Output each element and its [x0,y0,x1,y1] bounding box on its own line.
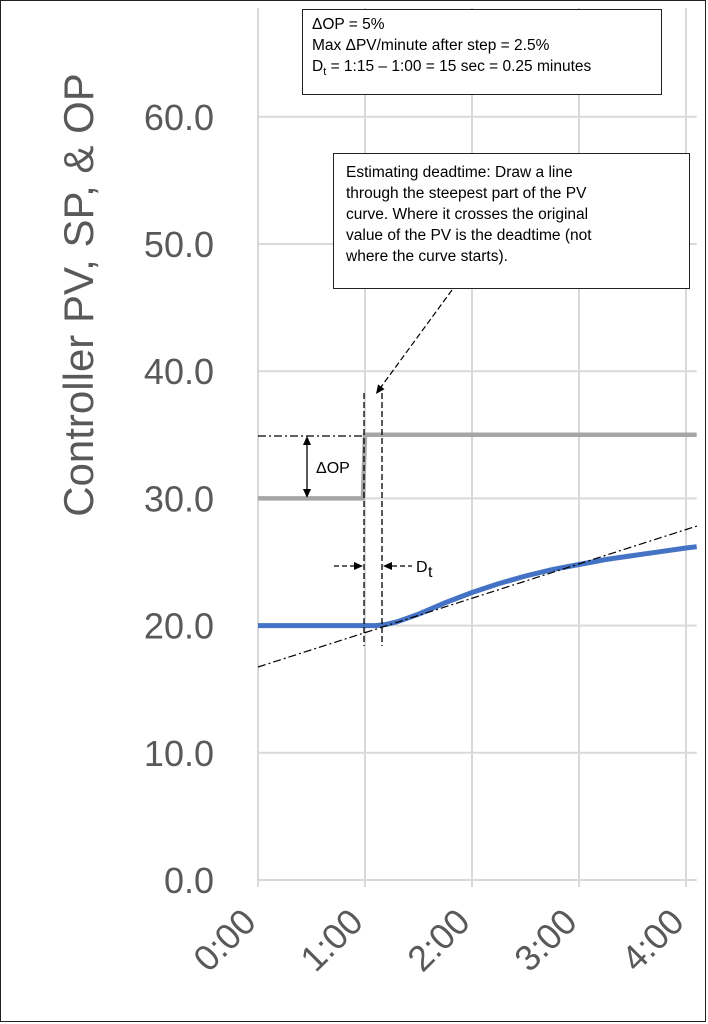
annotations: ΔOP D t [257,289,698,668]
y-tick-label: 60.0 [144,97,214,138]
delta-op-arrowhead-down [303,489,311,498]
summary-line-delta-op: ΔOP = 5% [312,16,385,33]
y-tick-labels: 0.0 10.0 20.0 30.0 40.0 50.0 60.0 [144,97,214,901]
x-tick-label: 0:00 [185,901,264,980]
note-leader-line [380,289,453,388]
dt-arrowhead-right [383,562,392,570]
y-tick-label: 40.0 [144,351,214,392]
delta-op-label: ΔOP [316,460,350,477]
note-line-5: where the curve starts). [346,248,508,265]
gridlines [257,8,697,887]
note-leader-arrowhead [376,384,385,394]
dt-label-subscript: t [428,564,433,581]
note-line-2: through the steepest part of the PV [346,185,587,202]
note-line-4: value of the PV is the deadtime (not [346,227,592,244]
summary-line-deadtime: Dt = 1:15 – 1:00 = 15 sec = 0.25 minutes [312,58,592,79]
pv-series-line [258,544,698,629]
x-tick-label: 3:00 [506,901,585,980]
y-tick-label: 50.0 [144,224,214,265]
summary-line-max-pv: Max ΔPV/minute after step = 2.5% [312,37,550,54]
y-tick-label: 30.0 [144,478,214,519]
deadtime-note-box: Estimating deadtime: Draw a line through… [333,153,690,289]
y-axis-label: Controller PV, SP, & OP [55,73,102,517]
note-line-3: curve. Where it crosses the original [346,206,589,223]
dt-arrowhead-left [354,562,363,570]
summary-box: ΔOP = 5% Max ΔPV/minute after step = 2.5… [302,9,662,95]
y-tick-label: 0.0 [164,860,214,901]
dt-label: D [416,559,428,576]
delta-op-arrowhead-up [303,436,311,445]
tangent-line [257,525,698,668]
y-tick-label: 20.0 [144,606,214,647]
x-tick-label: 1:00 [292,901,371,980]
x-tick-label: 4:00 [613,901,692,980]
x-tick-label: 2:00 [399,901,478,980]
y-tick-label: 10.0 [144,733,214,774]
note-line-1: Estimating deadtime: Draw a line [346,164,573,181]
x-tick-labels: 0:00 1:00 2:00 3:00 4:00 [185,901,692,980]
